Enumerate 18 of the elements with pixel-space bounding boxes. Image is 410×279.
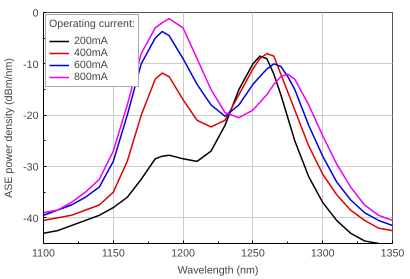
x-tick-label: 1300 (310, 248, 335, 260)
x-tick-label: 1100 (32, 248, 56, 260)
legend-label: 200mA (74, 35, 108, 47)
x-tick-label: 1350 (380, 248, 404, 260)
x-tick-label: 1250 (241, 248, 265, 260)
y-tick-label: -30 (23, 162, 39, 174)
x-axis-title: Wavelength (nm) (178, 264, 258, 276)
legend-label: 400mA (74, 47, 108, 59)
y-tick-label: -20 (23, 110, 39, 122)
legend-label: 600mA (74, 59, 108, 71)
legend-title: Operating current: (49, 18, 135, 30)
x-tick-label: 1150 (102, 248, 125, 260)
y-tick-label: 0 (32, 8, 39, 20)
y-tick-label: -40 (23, 212, 39, 225)
legend-label: 800mA (74, 71, 108, 83)
y-tick-label: -10 (23, 58, 39, 71)
x-tick-label: 1200 (171, 248, 196, 260)
y-axis-title: ASE power density (dBm/nm) (3, 58, 16, 198)
